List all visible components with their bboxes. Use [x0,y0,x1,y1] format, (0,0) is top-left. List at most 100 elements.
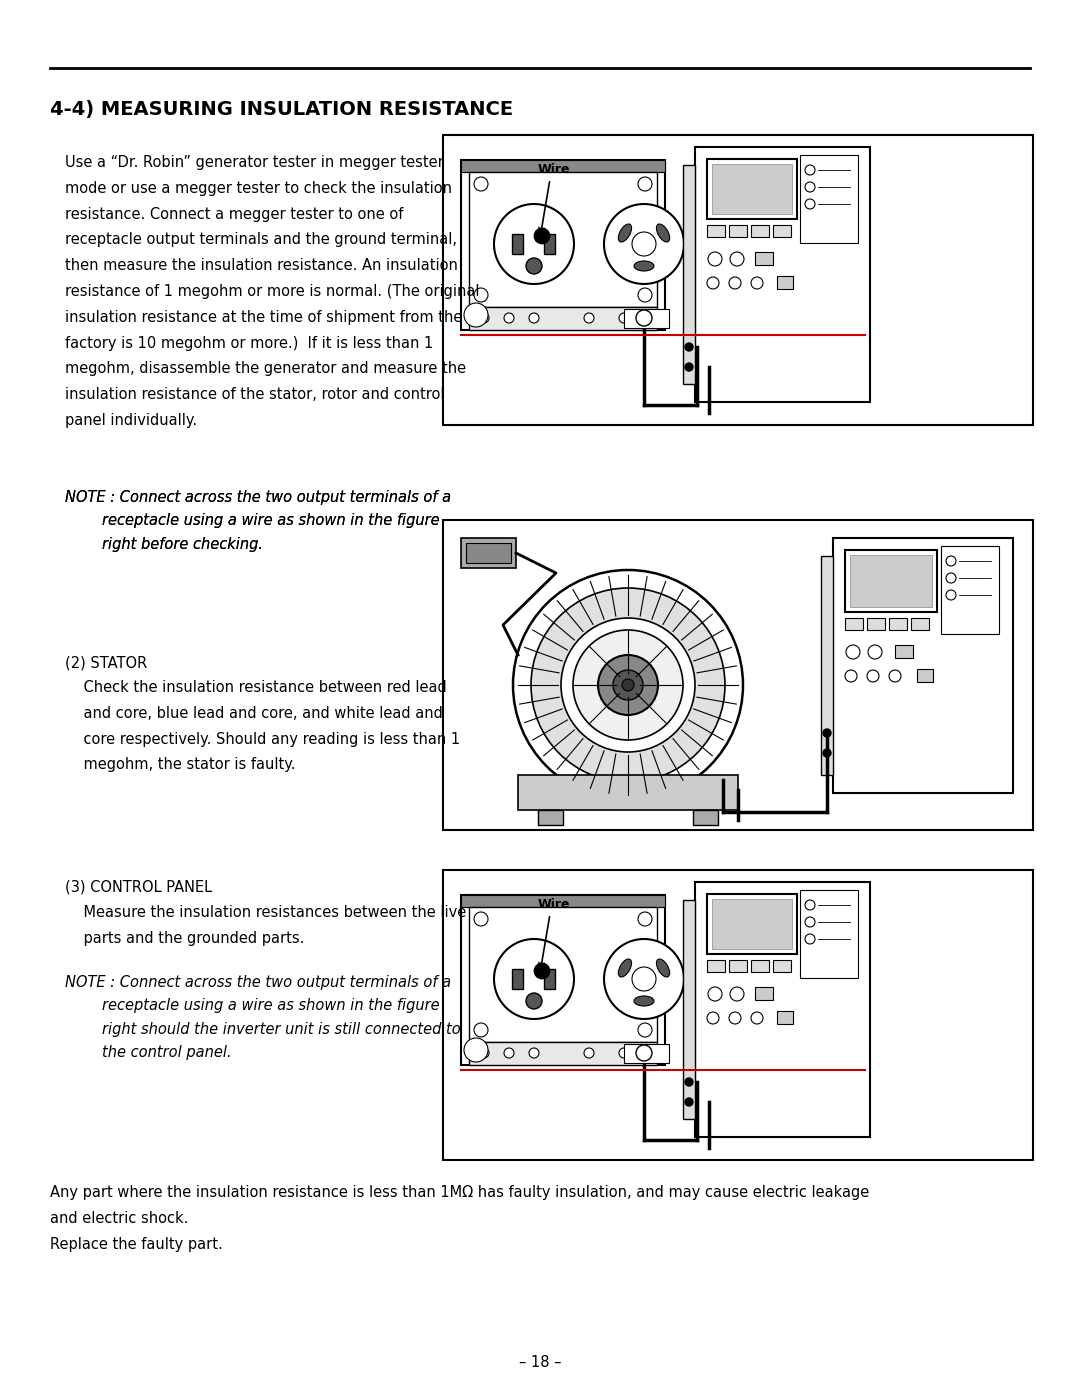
Text: Any part where the insulation resistance is less than 1MΩ has faulty insulation,: Any part where the insulation resistance… [50,1185,869,1252]
Bar [696,882,870,1137]
Text: (2) STATOR: (2) STATOR [65,655,147,671]
Circle shape [805,198,815,210]
Circle shape [805,935,815,944]
Circle shape [805,165,815,175]
Text: NOTE : Connect across the two output terminals of a
        receptacle using a w: NOTE : Connect across the two output ter… [65,975,461,1060]
Circle shape [823,729,831,738]
Bar [443,520,1032,830]
Bar [707,225,725,237]
Circle shape [946,556,956,566]
Bar [693,810,718,826]
Circle shape [751,1011,762,1024]
Circle shape [474,177,488,191]
Bar [683,900,696,1119]
Bar [773,225,791,237]
Bar [867,617,885,630]
Circle shape [805,900,815,909]
Bar [443,136,1032,425]
Bar [751,960,769,972]
Circle shape [464,1038,488,1062]
Text: Measure the insulation resistances between the live
    parts and the grounded p: Measure the insulation resistances betwe… [65,905,467,946]
Circle shape [604,204,684,284]
Bar [461,161,665,330]
Circle shape [708,988,723,1002]
Circle shape [598,655,658,715]
Bar [895,645,913,658]
Circle shape [846,645,860,659]
Bar [777,277,793,289]
Ellipse shape [657,958,670,977]
Bar [469,907,657,1042]
Bar [624,1044,669,1063]
Bar [512,235,523,254]
Ellipse shape [619,224,632,242]
Bar [544,235,555,254]
Circle shape [685,1078,693,1085]
Circle shape [889,671,901,682]
Circle shape [707,1011,719,1024]
Bar [461,895,665,1065]
Circle shape [751,277,762,289]
Bar [777,1011,793,1024]
Circle shape [805,182,815,191]
Bar [538,810,563,826]
Bar [712,163,792,214]
Bar [845,617,863,630]
Bar [729,225,747,237]
Circle shape [729,277,741,289]
Circle shape [494,939,573,1018]
Bar [941,546,999,634]
Text: Wire: Wire [538,163,570,176]
Bar [469,172,657,307]
Bar [443,870,1032,1160]
Bar [469,1042,657,1065]
Circle shape [480,313,489,323]
Bar [469,307,657,330]
Bar [912,617,929,630]
Circle shape [529,1048,539,1058]
Bar [624,309,669,328]
Circle shape [480,1048,489,1058]
Circle shape [685,1098,693,1106]
Circle shape [845,671,858,682]
Circle shape [526,258,542,274]
Bar [461,161,665,172]
Circle shape [868,645,882,659]
Bar [751,225,769,237]
Bar [729,960,747,972]
Bar [755,251,773,265]
Bar [773,960,791,972]
Bar [465,543,511,563]
Circle shape [867,671,879,682]
Circle shape [526,993,542,1009]
Bar [518,775,738,810]
Bar [833,538,1013,793]
Circle shape [638,288,652,302]
Circle shape [535,229,549,243]
Circle shape [729,1011,741,1024]
Bar [850,555,932,608]
Circle shape [529,313,539,323]
Circle shape [622,679,634,692]
Circle shape [823,749,831,757]
Bar [461,538,516,569]
Bar [707,960,725,972]
Text: (3) CONTROL PANEL: (3) CONTROL PANEL [65,880,212,895]
Circle shape [613,671,643,700]
Circle shape [504,313,514,323]
Bar [889,617,907,630]
Circle shape [584,313,594,323]
Bar [917,669,933,682]
Text: – 18 –: – 18 – [518,1355,562,1370]
Circle shape [474,1023,488,1037]
Circle shape [638,1023,652,1037]
Text: Use a “Dr. Robin” generator tester in megger tester
mode or use a megger tester : Use a “Dr. Robin” generator tester in me… [65,155,480,427]
Circle shape [707,277,719,289]
Bar [512,970,523,989]
Bar [800,155,858,243]
Text: NOTE : Connect across the two output terminals of a
        receptacle using a w: NOTE : Connect across the two output ter… [65,490,451,552]
Circle shape [730,988,744,1002]
Circle shape [474,288,488,302]
Circle shape [638,177,652,191]
Bar [696,147,870,402]
